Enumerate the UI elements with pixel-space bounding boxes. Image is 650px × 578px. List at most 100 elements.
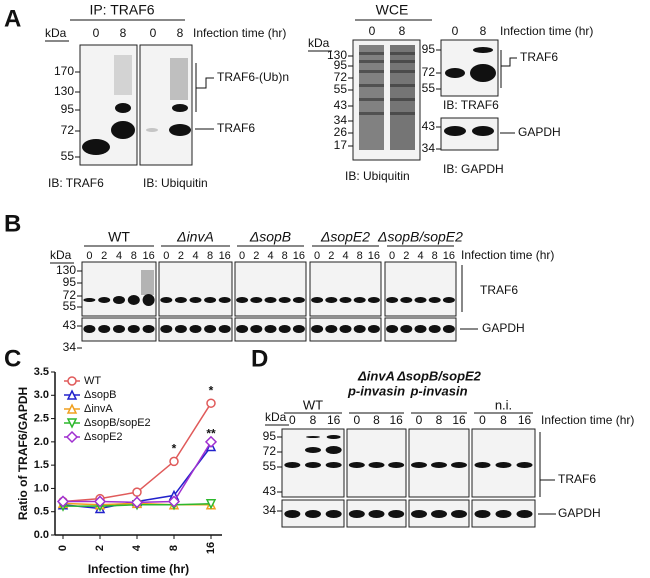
mw-marker: 34 bbox=[263, 503, 277, 517]
band bbox=[264, 325, 277, 333]
point bbox=[65, 430, 79, 444]
band-label: TRAF6 bbox=[520, 50, 558, 64]
band bbox=[218, 297, 231, 303]
mw-marker: 95 bbox=[422, 42, 436, 56]
mw-marker: 130 bbox=[54, 84, 74, 98]
band bbox=[305, 447, 321, 453]
band bbox=[306, 436, 320, 438]
mw-marker: 55 bbox=[263, 459, 277, 473]
y-tick-label: 0.0 bbox=[34, 529, 49, 541]
point bbox=[93, 495, 107, 508]
band bbox=[348, 462, 365, 468]
band bbox=[169, 124, 191, 136]
band-label: GAPDH bbox=[558, 506, 601, 520]
lane-label: 8 bbox=[432, 250, 438, 262]
mw-marker: 43 bbox=[263, 484, 277, 498]
y-tick-label: 0.5 bbox=[34, 506, 49, 518]
band bbox=[470, 64, 496, 82]
smear bbox=[359, 98, 384, 101]
band bbox=[174, 325, 187, 333]
lane-label: 8 bbox=[500, 413, 507, 427]
band bbox=[451, 510, 467, 518]
mw-marker: 43 bbox=[334, 98, 348, 112]
band bbox=[325, 446, 342, 454]
legend-label: ΔsopB/sopE2 bbox=[84, 417, 151, 429]
lane-label: 0 bbox=[86, 250, 92, 262]
band bbox=[292, 325, 305, 333]
band bbox=[339, 297, 352, 303]
strain-label: WT bbox=[108, 229, 130, 245]
lane-label: 0 bbox=[479, 413, 486, 427]
band bbox=[411, 510, 427, 518]
lane-label: 0 bbox=[150, 26, 157, 40]
lane-label: 16 bbox=[327, 413, 341, 427]
smear bbox=[359, 70, 384, 73]
band bbox=[325, 462, 342, 468]
mw-marker: 17 bbox=[334, 138, 348, 152]
lane-label: 0 bbox=[416, 413, 423, 427]
point bbox=[56, 495, 70, 508]
legend-label: WT bbox=[84, 375, 101, 387]
lane-label: 2 bbox=[328, 250, 334, 262]
smear bbox=[359, 84, 384, 87]
point bbox=[169, 456, 179, 467]
ip-title: IP: TRAF6 bbox=[89, 2, 154, 18]
mw-marker: 55 bbox=[63, 299, 77, 313]
band bbox=[204, 297, 217, 303]
band bbox=[278, 325, 291, 333]
annotation: ** bbox=[206, 427, 216, 441]
mw-marker: 43 bbox=[422, 119, 436, 133]
band bbox=[348, 510, 365, 518]
annotation: * bbox=[209, 383, 214, 397]
lane-label: 2 bbox=[403, 250, 409, 262]
point bbox=[206, 398, 216, 408]
band bbox=[367, 325, 380, 333]
lane-label: 2 bbox=[253, 250, 259, 262]
band bbox=[516, 510, 533, 518]
lane-label: 16 bbox=[368, 250, 380, 262]
point bbox=[204, 435, 218, 448]
lane-label: 4 bbox=[342, 250, 348, 262]
lane-label: 16 bbox=[518, 413, 532, 427]
time-label: Infection time (hr) bbox=[541, 413, 634, 427]
band bbox=[474, 462, 491, 468]
lane-label: 0 bbox=[353, 413, 360, 427]
band-label: GAPDH bbox=[482, 321, 525, 335]
x-tick-label: 2 bbox=[94, 545, 106, 551]
y-axis-title: Ratio of TRAF6/GAPDH bbox=[16, 387, 30, 520]
kda-label: kDa bbox=[50, 248, 72, 262]
smear bbox=[390, 70, 415, 73]
smear bbox=[170, 58, 188, 100]
band bbox=[111, 121, 135, 139]
blot-label: IB: Ubiquitin bbox=[143, 176, 208, 190]
lane-label: 0 bbox=[93, 26, 100, 40]
lane-label: 8 bbox=[399, 24, 406, 38]
smear bbox=[141, 270, 154, 295]
lane-label: 2 bbox=[178, 250, 184, 262]
kda-label: kDa bbox=[308, 36, 330, 50]
band bbox=[444, 126, 466, 136]
band bbox=[142, 325, 155, 333]
strain-label: ΔinvA bbox=[357, 368, 395, 383]
panel-label: A bbox=[4, 5, 21, 32]
band-label: TRAF6 bbox=[217, 121, 255, 135]
legend-label: ΔsopE2 bbox=[84, 431, 123, 443]
strain-label: p-invasin bbox=[409, 383, 467, 398]
band bbox=[189, 325, 202, 333]
band bbox=[113, 325, 125, 333]
lane-label: 8 bbox=[436, 413, 443, 427]
smear bbox=[359, 60, 384, 63]
band bbox=[127, 325, 140, 333]
blot bbox=[158, 261, 233, 317]
band bbox=[218, 325, 231, 333]
band bbox=[414, 297, 427, 303]
band bbox=[339, 325, 352, 333]
kda-label: kDa bbox=[45, 26, 67, 40]
panel-label: B bbox=[4, 210, 21, 237]
y-tick-label: 3.5 bbox=[34, 366, 49, 378]
strain-label: ΔsopB bbox=[249, 229, 291, 245]
lane-label: 8 bbox=[282, 250, 288, 262]
mw-marker: 130 bbox=[56, 263, 76, 277]
